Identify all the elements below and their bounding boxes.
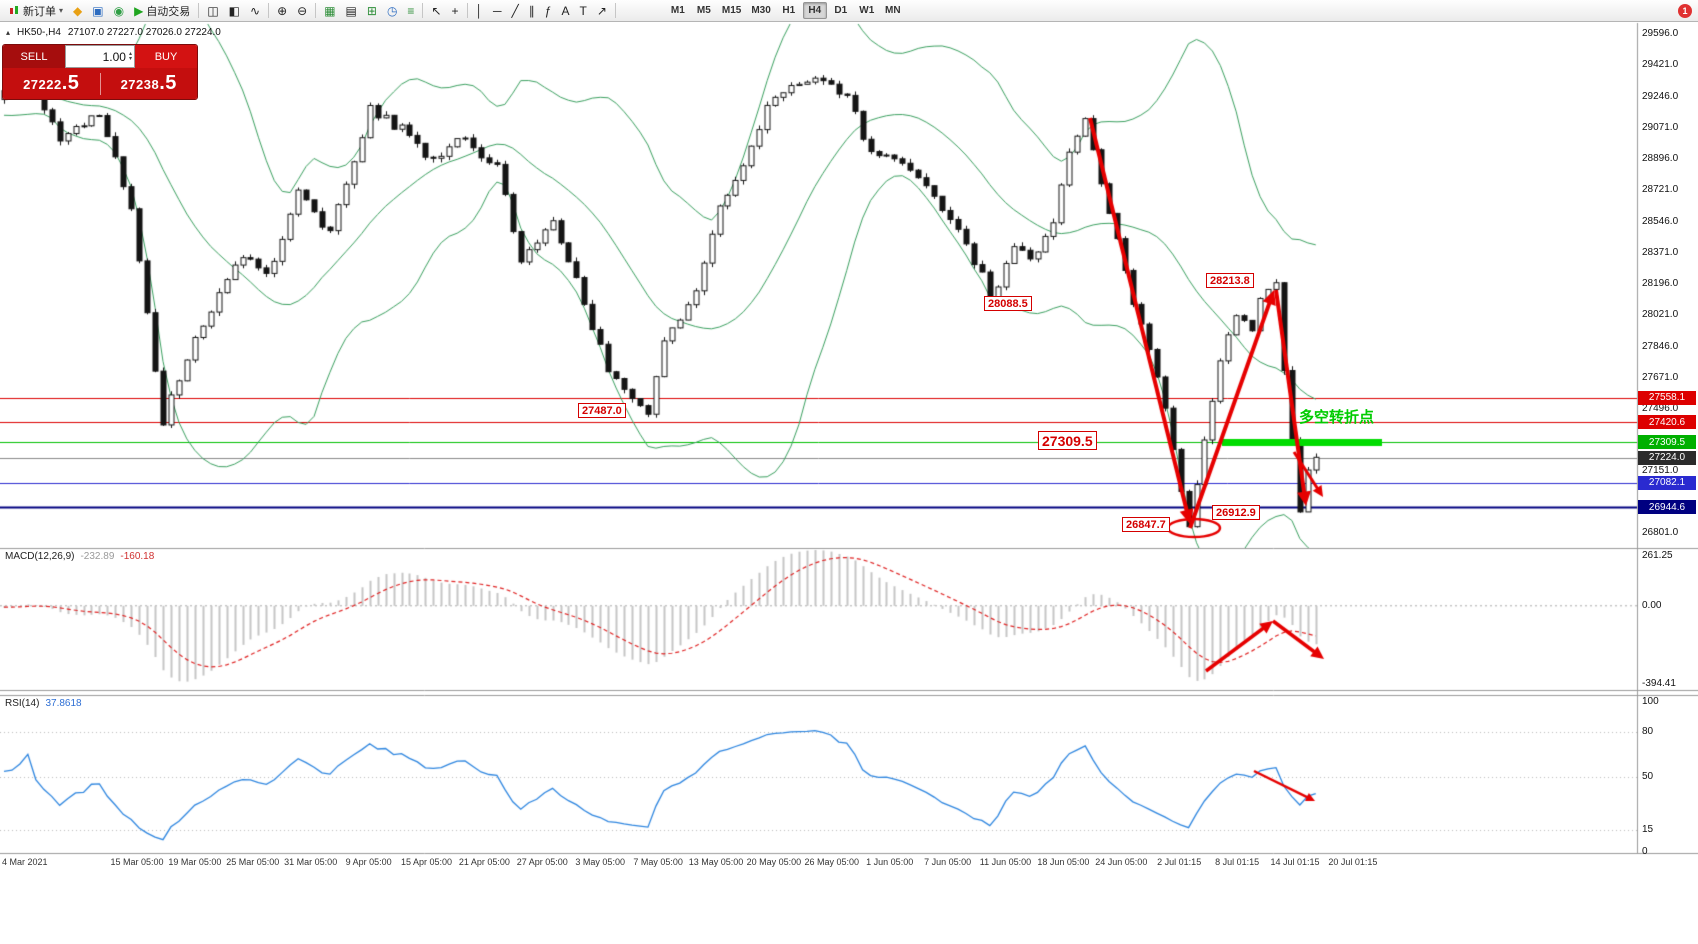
auto-arrange-tool-button[interactable]: ▤ <box>341 1 362 21</box>
period-icon: ◷ <box>386 3 398 18</box>
panel-divider <box>99 72 101 95</box>
main-toolbar: 新订单 ▾ ◆ ▣ ◉ ▶ 自动交易 ◫ ◧ ∿ ⊕ ⊖ ▦ ▤ ⊞ ◷ ≡ ↖ + │ ─ ╱ ∥ ƒ A T ↗ M1… <box>0 0 1698 22</box>
arrows-tool-button[interactable]: ↗ <box>592 1 612 21</box>
volume-input[interactable]: 1.00 ▴ ▾ <box>65 45 135 68</box>
zoom-in-tool-button[interactable]: ⊕ <box>272 1 292 21</box>
ohlc-values: 27107.0 27227.0 27026.0 27224.0 <box>67 27 221 38</box>
sell-button[interactable]: SELL <box>3 45 65 68</box>
zoom-out-tool-button[interactable]: ⊖ <box>292 1 312 21</box>
channel-icon: ∥ <box>528 3 535 18</box>
auto-arrange-icon: ▤ <box>345 3 357 18</box>
symbol-marker-icon: ▴ <box>6 28 11 37</box>
indicators-icon: ≡ <box>407 3 415 18</box>
text-tool-button[interactable]: A <box>556 1 574 21</box>
rsi-indicator-label: RSI(14) 37.8618 <box>5 698 82 709</box>
spinner-up-icon[interactable]: ▴ <box>128 50 132 57</box>
timeframe-d1[interactable]: D1 <box>834 5 848 16</box>
macd-indicator-label: MACD(12,26,9) -232.89 -160.18 <box>5 551 155 562</box>
zoom-in-icon: ⊕ <box>277 3 288 18</box>
channel-tool-button[interactable]: ∥ <box>524 1 540 21</box>
horizontal-line-tool-button[interactable]: ─ <box>488 1 507 21</box>
timeframe-mn[interactable]: MN <box>885 5 901 16</box>
toolbar-tools: ◫ ◧ ∿ ⊕ ⊖ ▦ ▤ ⊞ ◷ ≡ ↖ + │ ─ ╱ ∥ ƒ A T ↗ <box>202 1 619 21</box>
label-tool-button[interactable]: T <box>574 1 591 21</box>
timeframe-m15[interactable]: M15 <box>721 5 742 16</box>
text-icon: A <box>561 3 570 18</box>
label-icon: T <box>579 3 587 18</box>
autotrade-button[interactable]: ▶ 自动交易 <box>129 1 195 21</box>
chevron-down-icon: ▾ <box>59 6 64 15</box>
toolbar-separator <box>315 3 317 18</box>
toolbar-separator <box>614 3 616 18</box>
arrows-icon: ↗ <box>596 3 607 18</box>
period-tool-button[interactable]: ◷ <box>382 1 402 21</box>
sell-price[interactable]: 27222.5 <box>23 72 80 94</box>
timeframe-w1[interactable]: W1 <box>859 5 875 16</box>
line-chart-icon: ∿ <box>250 3 261 18</box>
fibonacci-icon: ƒ <box>544 3 552 18</box>
volume-spinner[interactable]: ▴ ▾ <box>128 50 132 62</box>
mq-diamond-button[interactable]: ◆ <box>68 1 87 21</box>
horizontal-line-icon: ─ <box>493 3 502 18</box>
tile-windows-icon: ▦ <box>324 3 336 18</box>
crosshair-icon: + <box>451 3 459 18</box>
community-icon: ◉ <box>113 3 125 18</box>
timeframe-m30[interactable]: M30 <box>751 5 771 16</box>
new-order-icon <box>10 6 18 14</box>
autotrade-label: 自动交易 <box>146 5 191 18</box>
buy-price[interactable]: 27238.5 <box>120 72 177 94</box>
cursor-tool-button[interactable]: ↖ <box>426 1 446 21</box>
trendline-icon: ╱ <box>511 3 519 18</box>
spinner-down-icon[interactable]: ▾ <box>128 55 132 62</box>
client-terminal-button[interactable]: ▣ <box>87 1 108 21</box>
alert-badge[interactable]: 1 <box>1678 4 1692 18</box>
rsi-value: 37.8618 <box>45 698 82 709</box>
macd-signal-value: -160.18 <box>120 551 155 562</box>
candlestick-icon: ◧ <box>228 3 240 18</box>
new-order-button[interactable]: 新订单 ▾ <box>4 1 68 21</box>
new-order-label: 新订单 <box>23 5 56 18</box>
toolbar-separator <box>466 3 468 18</box>
buy-button[interactable]: BUY <box>135 45 197 68</box>
new-chart-tool-button[interactable]: ⊞ <box>362 1 382 21</box>
one-click-trading-panel: SELL 1.00 ▴ ▾ BUY 27222.5 27238.5 <box>2 44 198 100</box>
new-chart-icon: ⊞ <box>366 3 377 18</box>
timeframe-m1[interactable]: M1 <box>670 5 685 16</box>
volume-value: 1.00 <box>102 49 126 64</box>
timeframe-toolbar: M1 M5 M15 M30 H1 H4 D1 W1 MN <box>665 2 906 19</box>
zoom-out-icon: ⊖ <box>297 3 308 18</box>
candlestick-tool-button[interactable]: ◧ <box>224 1 245 21</box>
macd-main-value: -232.89 <box>80 551 115 562</box>
community-button[interactable]: ◉ <box>109 1 129 21</box>
fibonacci-tool-button[interactable]: ƒ <box>540 1 557 21</box>
bar-chart-icon: ◫ <box>207 3 219 18</box>
pivot-note[interactable]: 多空转折点 <box>1299 409 1375 426</box>
cursor-icon: ↖ <box>431 3 442 18</box>
timeframe-h4[interactable]: H4 <box>802 2 827 19</box>
client-terminal-icon: ▣ <box>92 3 104 18</box>
symbol-period: HK50-,H4 <box>17 27 61 38</box>
vertical-line-icon: │ <box>475 3 484 18</box>
symbol-header: ▴ HK50-,H4 27107.0 27227.0 27026.0 27224… <box>6 27 221 38</box>
trendline-tool-button[interactable]: ╱ <box>507 1 524 21</box>
autotrade-play-icon: ▶ <box>134 3 144 18</box>
mq-diamond-icon: ◆ <box>73 3 83 18</box>
crosshair-tool-button[interactable]: + <box>447 1 464 21</box>
vertical-line-tool-button[interactable]: │ <box>471 1 489 21</box>
indicators-tool-button[interactable]: ≡ <box>402 1 419 21</box>
line-chart-tool-button[interactable]: ∿ <box>245 1 265 21</box>
tile-windows-tool-button[interactable]: ▦ <box>319 1 340 21</box>
toolbar-separator <box>198 3 200 18</box>
timeframe-h1[interactable]: H1 <box>782 5 796 16</box>
app-icons-group: ◆ ▣ ◉ <box>68 1 129 21</box>
toolbar-separator <box>422 3 424 18</box>
bar-chart-tool-button[interactable]: ◫ <box>202 1 223 21</box>
toolbar-separator <box>268 3 270 18</box>
timeframe-m5[interactable]: M5 <box>696 5 711 16</box>
